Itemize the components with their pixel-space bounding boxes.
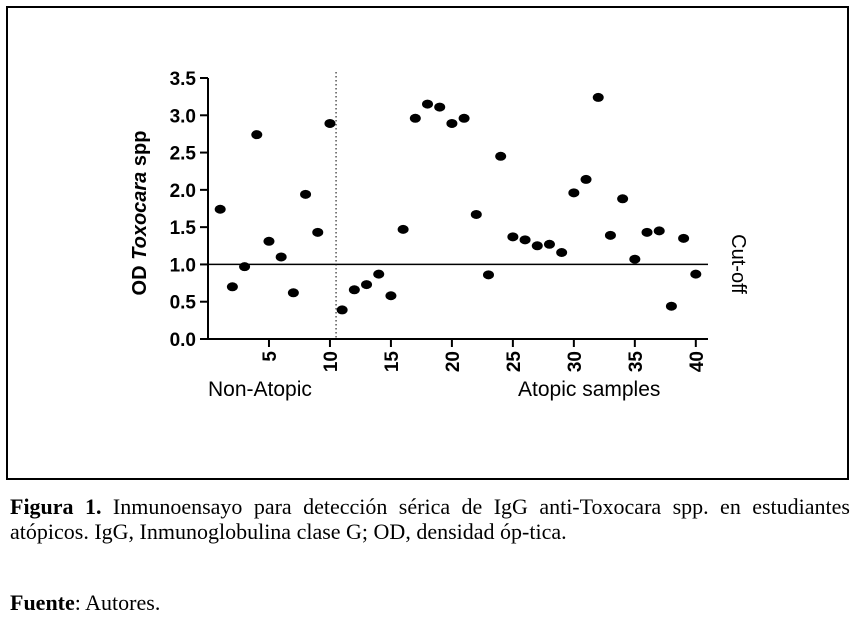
data-points: [214, 92, 702, 315]
chart-labels: OD Toxocara spp Cut-off Non-Atopic Atopi…: [129, 131, 749, 401]
data-point: [592, 92, 604, 102]
cutoff-label: Cut-off: [727, 234, 749, 294]
source-caption-text: : Autores.: [74, 590, 161, 615]
data-point: [409, 113, 421, 123]
data-point: [239, 262, 251, 272]
data-point: [336, 305, 348, 315]
data-point: [543, 239, 555, 249]
group-label-non-atopic: Non-Atopic: [208, 378, 312, 401]
data-point: [251, 130, 263, 140]
data-point: [580, 174, 592, 184]
data-point: [604, 230, 616, 240]
data-point: [385, 291, 397, 301]
y-tick-label: 2.0: [170, 181, 196, 202]
data-point: [678, 233, 690, 243]
x-tick-label: 25: [504, 351, 525, 373]
data-point: [434, 102, 446, 112]
data-point: [495, 151, 507, 161]
reference-lines: [208, 72, 708, 339]
data-point: [312, 227, 324, 237]
data-point: [507, 232, 519, 242]
x-tick-label: 40: [687, 351, 708, 372]
x-tick-label: 30: [565, 351, 586, 372]
data-point: [653, 226, 665, 236]
source-caption-label: Fuente: [10, 590, 75, 615]
figure-frame: 0.0 0.5 1.0 1.5 2.0 2.5 3.0 3.5 5 10 15 20 25 30 35 40 …: [6, 6, 849, 480]
group-label-atopic-samples: Atopic samples: [518, 378, 660, 401]
data-point: [629, 254, 641, 264]
data-point: [568, 188, 580, 198]
figure-caption-text: Inmunoensayo para detección sérica de Ig…: [10, 494, 850, 544]
data-point: [275, 252, 287, 262]
data-point: [397, 224, 409, 234]
data-point: [348, 285, 360, 295]
axes: 0.0 0.5 1.0 1.5 2.0 2.5 3.0 3.5 5 10 15 20 25 30 35 40: [170, 69, 708, 372]
scatter-chart: 0.00.51.01.52.02.53.03.55 10 15 20 25 30 35 40 …: [129, 69, 749, 401]
data-point: [458, 113, 470, 123]
data-point: [446, 118, 458, 128]
x-tick-label: 15: [382, 351, 403, 373]
data-point: [690, 269, 702, 279]
data-point: [531, 241, 543, 251]
data-point: [214, 204, 226, 214]
data-point: [617, 194, 629, 204]
data-point: [263, 236, 275, 246]
x-tick-label: 35: [626, 351, 647, 373]
data-point: [556, 247, 568, 257]
y-tick-label: 0.0: [170, 330, 196, 351]
x-tick-label: 20: [443, 351, 464, 372]
data-point: [422, 99, 434, 109]
x-tick-label: 10: [321, 351, 342, 372]
y-tick-label: 1.0: [170, 255, 196, 276]
x-tick-label: 5: [260, 351, 281, 362]
figure-caption: Figura 1. Inmunoensayo para detección sé…: [10, 494, 850, 544]
data-point: [287, 288, 299, 298]
data-point: [324, 118, 336, 128]
data-point: [470, 209, 482, 219]
source-caption: Fuente: Autores.: [10, 590, 850, 615]
data-point: [519, 235, 531, 245]
data-point: [665, 301, 677, 311]
y-tick-label: 3.5: [170, 69, 197, 90]
data-point: [300, 189, 312, 199]
y-tick-label: 0.5: [170, 293, 197, 314]
figure-caption-label: Figura 1.: [10, 494, 102, 519]
data-point: [373, 269, 385, 279]
y-tick-label: 2.5: [170, 144, 197, 165]
y-axis-label: OD Toxocara spp: [129, 131, 151, 296]
data-point: [361, 280, 373, 290]
data-point: [226, 282, 238, 292]
data-point: [641, 227, 653, 237]
y-tick-label: 3.0: [170, 106, 196, 127]
y-tick-label: 1.5: [170, 218, 197, 239]
data-point: [482, 270, 494, 280]
